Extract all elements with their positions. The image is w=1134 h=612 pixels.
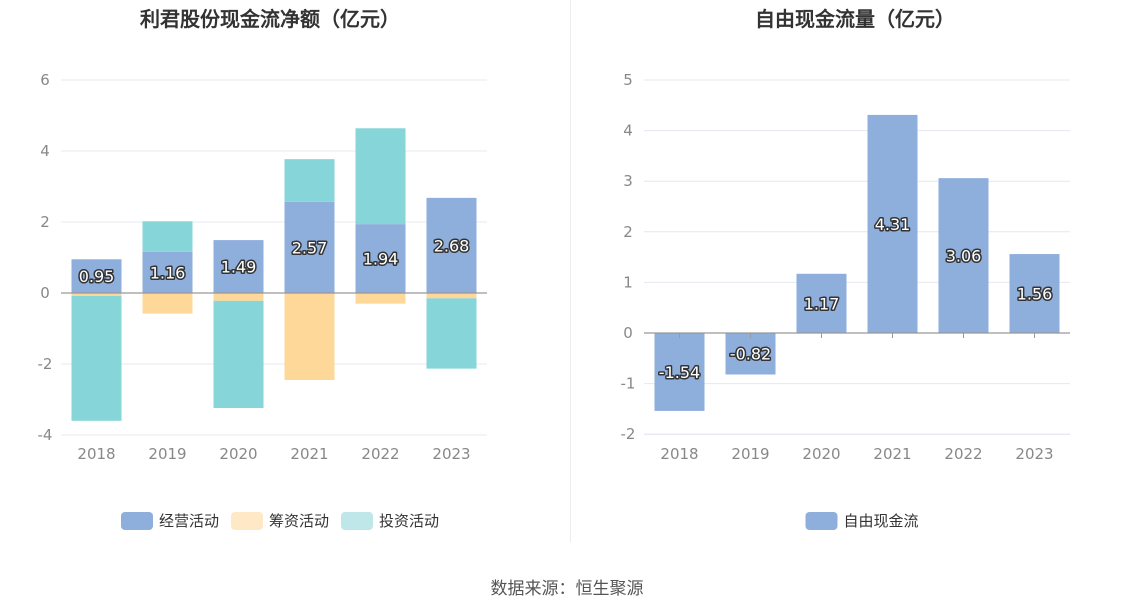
data-label: 2.57 [292,238,328,257]
x-tick-label: 2020 [219,445,257,463]
data-label: 1.56 [1017,285,1053,304]
y-tick-label: 2 [623,223,633,241]
chart-title: 自由现金流量（亿元） [755,7,955,31]
y-tick-label: 4 [40,142,50,160]
bar-投资活动-2022 [355,128,406,225]
data-label: 1.17 [804,294,840,313]
legend-label: 自由现金流 [844,512,919,530]
data-label: -1.54 [659,363,700,382]
y-tick-label: -4 [38,426,53,444]
data-label: 1.16 [150,263,186,282]
bar-筹资活动-2018 [71,293,122,296]
bar-自由现金流-2022 [938,178,989,333]
bar-投资活动-2023 [426,298,477,369]
bar-筹资活动-2023 [426,293,477,299]
bar-筹资活动-2019 [142,293,193,314]
x-tick-label: 2019 [731,445,769,463]
x-tick-label: 2023 [432,445,470,463]
data-label: 2.68 [434,236,470,255]
x-tick-label: 2021 [873,445,911,463]
data-label: 4.31 [875,215,911,234]
y-tick-label: 2 [40,213,50,231]
legend-swatch [341,512,373,530]
data-label: 3.06 [946,247,982,266]
divider [570,0,571,542]
legend-swatch [121,512,153,530]
x-tick-label: 2021 [290,445,328,463]
data-label: 1.94 [363,250,399,269]
bar-经营活动-2021 [284,201,335,293]
y-tick-label: -2 [38,355,53,373]
bar-投资活动-2019 [142,221,193,252]
y-tick-label: -1 [621,375,636,393]
data-label: 0.95 [79,267,115,286]
bar-经营活动-2023 [426,197,477,293]
bar-筹资活动-2021 [284,293,335,380]
bar-投资活动-2021 [284,159,335,202]
bar-经营活动-2020 [213,240,264,293]
bar-筹资活动-2020 [213,293,264,301]
y-tick-label: 5 [623,71,633,89]
free-cash-flow-chart: 自由现金流量（亿元） 5 4 3 2 1 0 -1 -2 2018 2019 2020 2021 2022… [621,7,1070,530]
legend-label: 投资活动 [379,512,439,530]
bar-自由现金流-2021 [867,114,918,333]
y-tick-label: 4 [623,122,633,140]
x-tick-label: 2019 [148,445,186,463]
bar-自由现金流-2023 [1009,254,1060,333]
y-tick-label: 0 [40,284,50,302]
bar-投资活动-2020 [213,300,264,409]
bar-经营活动-2019 [142,251,193,293]
bar-自由现金流-2019 [725,333,776,375]
bar-经营活动-2018 [71,259,122,293]
bar-自由现金流-2020 [796,273,847,333]
x-tick-label: 2018 [77,445,115,463]
x-tick-label: 2022 [944,445,982,463]
bar-投资活动-2018 [71,295,122,421]
y-tick-label: -2 [621,425,636,443]
data-source: 数据来源：恒生聚源 [490,579,644,599]
x-tick-label: 2018 [660,445,698,463]
bar-自由现金流-2018 [654,333,705,411]
y-tick-label: 6 [40,71,50,89]
bar-经营活动-2022 [355,224,406,293]
x-tick-label: 2022 [361,445,399,463]
y-tick-label: 0 [623,324,633,342]
y-tick-label: 1 [623,273,633,291]
chart-title: 利君股份现金流净额（亿元） [140,7,400,31]
legend-swatch [231,512,263,530]
legend-label: 筹资活动 [269,512,329,530]
data-label: -0.82 [730,345,771,364]
bar-筹资活动-2022 [355,293,406,304]
data-label: 1.49 [221,258,257,277]
legend-label: 经营活动 [159,512,219,530]
cash-flow-net-chart: 利君股份现金流净额（亿元） 6 4 2 0 -2 -4 2018 2019 2020 2021 202… [38,7,487,530]
x-tick-label: 2020 [802,445,840,463]
y-tick-label: 3 [623,172,633,190]
legend-swatch [805,512,838,530]
x-tick-label: 2023 [1015,445,1053,463]
